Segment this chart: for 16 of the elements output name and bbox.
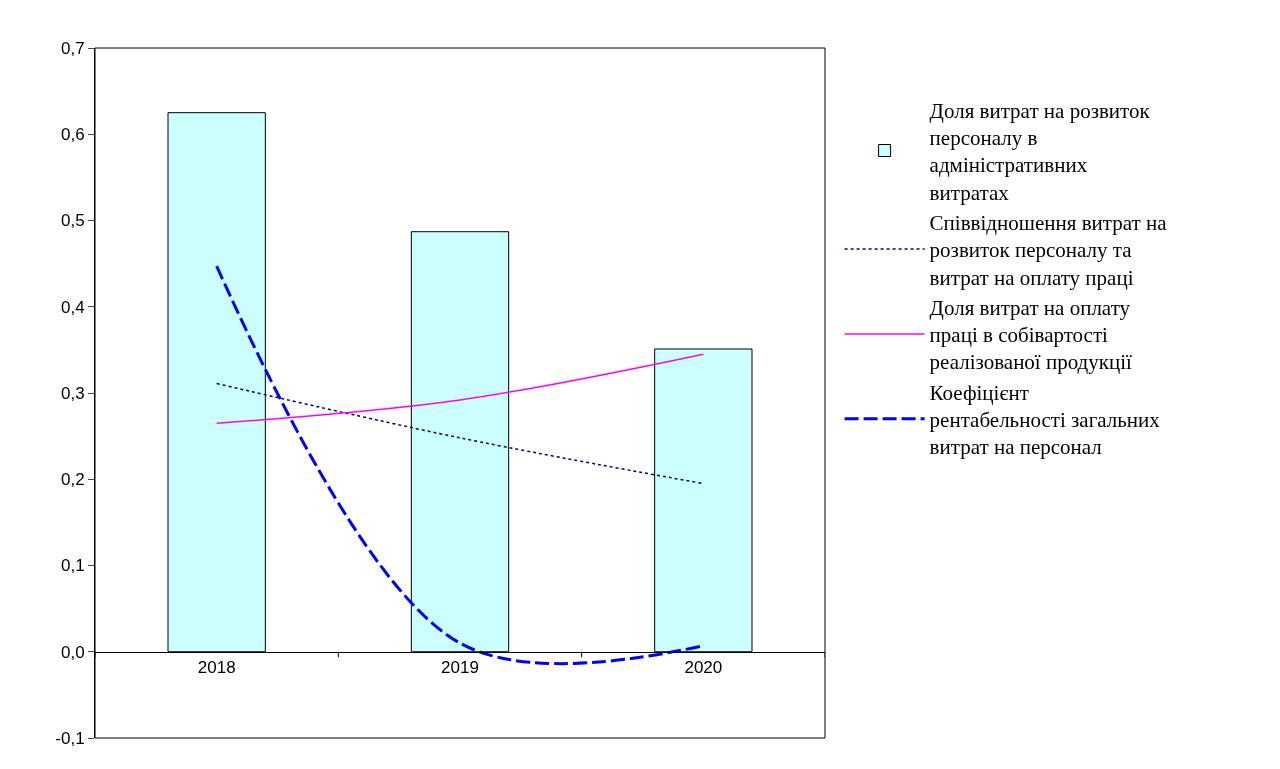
y-tick-label: 0,4 [60, 297, 85, 317]
legend-label: Коефіцієнт рентабельності загальних витрат на персонал [929, 380, 1161, 460]
y-tick-label: 0,7 [60, 38, 85, 58]
x-tick-label: 2018 [197, 658, 236, 678]
legend-label: Доля витрат на оплату праці в собівартості реалізованої продукції [929, 295, 1133, 375]
y-tick-label: 0,1 [60, 556, 85, 576]
y-tick-label: 0,6 [60, 125, 85, 145]
legend-label: Співвідношення витрат на розвиток персоналу та витрат на оплату праці [929, 210, 1168, 290]
y-tick-label: -0,1 [55, 728, 85, 748]
y-tick-label: 0,5 [60, 211, 85, 231]
x-tick-label: 2020 [684, 658, 723, 678]
y-tick-label: 0,0 [60, 642, 85, 662]
x-tick-label: 2019 [441, 658, 479, 678]
legend-label: Доля витрат на розвиток персоналу в адміністративних витратах [929, 98, 1151, 205]
y-tick-label: 0,2 [60, 470, 85, 490]
y-tick-label: 0,3 [60, 383, 85, 403]
